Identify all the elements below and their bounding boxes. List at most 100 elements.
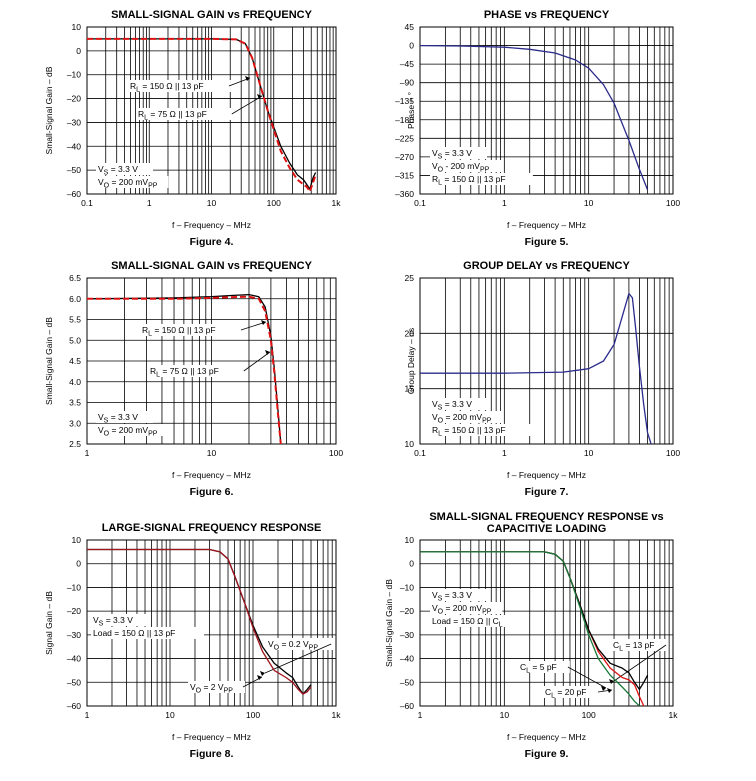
x-tick-label: 1 [147,198,152,208]
y-tick-label: –45 [400,59,414,69]
text-part: - 200 mV [443,161,480,171]
annotation-text: VO - 200 mVPP [432,161,490,174]
y-tick-label: 15 [405,384,415,394]
series-group [87,548,312,695]
text-part: S [438,154,443,161]
y-tick-label: 10 [72,22,82,32]
text-part: L [156,372,160,379]
x-tick-label: 10 [500,710,510,720]
annotation-text: VO = 200 mVPP [432,603,492,616]
annotation-leader [567,666,607,689]
text-part: V [432,603,438,613]
annotation-text: VS = 3.3 V [98,412,138,425]
x-tick-label: 1 [502,448,507,458]
figure-caption: Figure 7. [525,486,569,498]
annotation-bg [96,176,169,188]
x-tick-label: 0.1 [81,198,93,208]
text-part: V [190,682,196,692]
y-tick-label: –135 [395,96,414,106]
text-part: O [104,431,110,438]
x-tick-label: 1k [669,710,679,720]
text-part: L [148,331,152,338]
text-part: V [432,590,438,600]
x-tick-label: 10 [584,448,594,458]
text-part: L [144,115,148,122]
annotation-bg [148,365,246,377]
annotation-arrowhead [245,76,250,81]
annotation-arrowhead [609,679,614,684]
x-axis-label: f – Frequency – MHz [172,732,251,742]
annotation-arrowhead [601,686,606,691]
x-tick-label: 10 [207,198,217,208]
text-part: L [526,668,530,675]
text-part: V [93,615,99,625]
x-tick-label: 10 [584,198,594,208]
text-part: = 200 mV [443,603,482,613]
x-axis-label: f – Frequency – MHz [507,732,586,742]
chart-6: SMALL-SIGNAL FREQUENCY RESPONSE vsCAPACI… [384,511,678,760]
y-tick-label: 10 [72,535,82,545]
y-axis-label: Phase – ° [406,92,416,129]
series-line-2 [87,37,317,193]
x-tick-label: 100 [582,710,596,720]
annotation-arrowhead [260,671,265,676]
annotation-bg [140,324,243,336]
text-part: C [545,687,551,697]
text-part: = 150 Ω || 13 pF [152,325,215,335]
annotation-bg [430,602,503,614]
y-tick-label: 20 [405,328,415,338]
series-group [420,292,652,444]
text-part: V [98,425,104,435]
text-part: = 5 pF [530,662,557,672]
annotation-text: VS = 3.3 V [432,399,472,412]
annotation-leader [243,351,271,372]
annotation-text: VO = 0.2 VPP [268,639,318,652]
annotation-leader [264,643,332,674]
annotation-text: VO = 2 VPP [190,682,233,695]
chart-title: SMALL-SIGNAL GAIN vs FREQUENCY [111,9,313,21]
series-line-1 [420,44,649,191]
annotation-bg [128,80,231,92]
series-line-2 [87,295,282,444]
y-tick-label: 5.5 [69,315,81,325]
x-tick-label: 0.1 [414,448,426,458]
text-part: = 3.3 V [442,399,472,409]
annotation-text: CL = 13 pF [613,640,654,653]
text-part: R [432,174,438,184]
text-part: = 3.3 V [108,164,138,174]
y-tick-label: –50 [400,677,414,687]
x-axis-label: f – Frequency – MHz [507,470,586,480]
series-group [87,37,317,193]
text-part: PP [148,431,158,438]
annotation-text: VS = 3.3 V [432,148,472,161]
x-tick-label: 100 [329,448,343,458]
text-part: R [142,325,148,335]
y-tick-label: –50 [67,165,81,175]
y-tick-label: –40 [67,141,81,151]
x-tick-label: 10 [165,710,175,720]
annotation-text: RL = 75 Ω || 13 pF [138,109,207,122]
annotation-bg [266,638,334,650]
text-part: V [98,164,104,174]
text-part: L [136,87,140,94]
annotation-text: VO = 200 mVPP [98,177,158,190]
text-part: O [104,183,110,190]
x-tick-label: 100 [267,198,281,208]
text-part: = 150 Ω || 13 pF [140,81,203,91]
series-line-1 [420,292,652,444]
x-axis-label: f – Frequency – MHz [172,220,251,230]
y-tick-label: 10 [405,439,415,449]
series-group [420,551,649,706]
plot-frame [86,26,337,195]
y-tick-label: –60 [400,701,414,711]
text-part: C [613,640,619,650]
y-tick-label: 0 [409,41,414,51]
text-part: Load = 150 Ω || 13 pF [93,628,175,638]
annotation-bg [430,398,487,410]
chart-title: LARGE-SIGNAL FREQUENCY RESPONSE [102,522,322,534]
text-part: PP [309,645,319,652]
